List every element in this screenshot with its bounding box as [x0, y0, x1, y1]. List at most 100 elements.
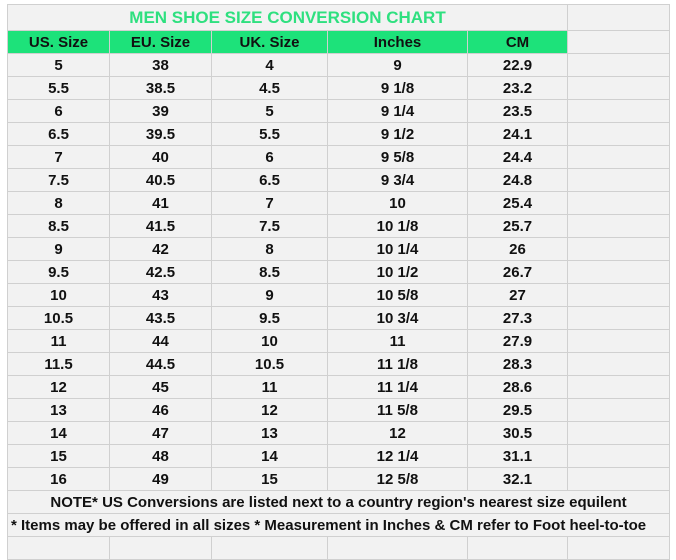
header-us-size[interactable]: US. Size	[7, 30, 110, 54]
cell-uk-size[interactable]: 9.5	[211, 306, 328, 330]
cell-us-size[interactable]: 8	[7, 191, 110, 215]
cell-eu-size[interactable]: 41.5	[109, 214, 212, 238]
empty-cell[interactable]	[567, 375, 670, 399]
cell-us-size[interactable]: 7	[7, 145, 110, 169]
cell-inches[interactable]: 9 1/8	[327, 76, 468, 100]
cell-inches[interactable]: 9 1/4	[327, 99, 468, 123]
cell-eu-size[interactable]: 39	[109, 99, 212, 123]
cell-uk-size[interactable]: 10	[211, 329, 328, 353]
cell-uk-size[interactable]: 6.5	[211, 168, 328, 192]
cell-uk-size[interactable]: 14	[211, 444, 328, 468]
cell-us-size[interactable]: 5.5	[7, 76, 110, 100]
empty-cell[interactable]	[567, 99, 670, 123]
cell-inches[interactable]: 11 1/4	[327, 375, 468, 399]
cell-uk-size[interactable]: 5.5	[211, 122, 328, 146]
cell-eu-size[interactable]: 38.5	[109, 76, 212, 100]
empty-cell[interactable]	[567, 30, 670, 54]
cell-inches[interactable]: 9	[327, 53, 468, 77]
header-uk-size[interactable]: UK. Size	[211, 30, 328, 54]
cell-uk-size[interactable]: 4	[211, 53, 328, 77]
cell-inches[interactable]: 9 1/2	[327, 122, 468, 146]
cell-eu-size[interactable]: 47	[109, 421, 212, 445]
cell-uk-size[interactable]: 8	[211, 237, 328, 261]
cell-cm[interactable]: 28.3	[467, 352, 568, 376]
empty-cell[interactable]	[567, 306, 670, 330]
cell-us-size[interactable]: 10	[7, 283, 110, 307]
cell-inches[interactable]: 12	[327, 421, 468, 445]
cell-us-size[interactable]: 5	[7, 53, 110, 77]
empty-cell[interactable]	[567, 237, 670, 261]
empty-cell[interactable]	[211, 536, 328, 560]
header-inches[interactable]: Inches	[327, 30, 468, 54]
cell-uk-size[interactable]: 5	[211, 99, 328, 123]
cell-eu-size[interactable]: 43	[109, 283, 212, 307]
cell-eu-size[interactable]: 49	[109, 467, 212, 491]
cell-eu-size[interactable]: 46	[109, 398, 212, 422]
empty-cell[interactable]	[7, 536, 110, 560]
empty-cell[interactable]	[567, 168, 670, 192]
empty-cell[interactable]	[567, 260, 670, 284]
cell-us-size[interactable]: 6.5	[7, 122, 110, 146]
cell-cm[interactable]: 29.5	[467, 398, 568, 422]
cell-us-size[interactable]: 8.5	[7, 214, 110, 238]
cell-us-size[interactable]: 6	[7, 99, 110, 123]
cell-inches[interactable]: 10 1/8	[327, 214, 468, 238]
cell-cm[interactable]: 27	[467, 283, 568, 307]
cell-cm[interactable]: 28.6	[467, 375, 568, 399]
cell-inches[interactable]: 10 1/4	[327, 237, 468, 261]
cell-inches[interactable]: 10 3/4	[327, 306, 468, 330]
cell-uk-size[interactable]: 15	[211, 467, 328, 491]
cell-inches[interactable]: 10 5/8	[327, 283, 468, 307]
empty-cell[interactable]	[567, 329, 670, 353]
cell-cm[interactable]: 23.2	[467, 76, 568, 100]
cell-uk-size[interactable]: 7	[211, 191, 328, 215]
cell-eu-size[interactable]: 40.5	[109, 168, 212, 192]
cell-uk-size[interactable]: 11	[211, 375, 328, 399]
cell-uk-size[interactable]: 9	[211, 283, 328, 307]
cell-cm[interactable]: 32.1	[467, 467, 568, 491]
cell-us-size[interactable]: 7.5	[7, 168, 110, 192]
cell-uk-size[interactable]: 13	[211, 421, 328, 445]
empty-cell[interactable]	[567, 467, 670, 491]
cell-cm[interactable]: 26	[467, 237, 568, 261]
cell-inches[interactable]: 11 1/8	[327, 352, 468, 376]
cell-cm[interactable]: 24.8	[467, 168, 568, 192]
cell-us-size[interactable]: 12	[7, 375, 110, 399]
cell-uk-size[interactable]: 8.5	[211, 260, 328, 284]
chart-title[interactable]: MEN SHOE SIZE CONVERSION CHART	[7, 4, 568, 31]
cell-cm[interactable]: 27.9	[467, 329, 568, 353]
cell-us-size[interactable]: 9.5	[7, 260, 110, 284]
cell-eu-size[interactable]: 40	[109, 145, 212, 169]
header-cm[interactable]: CM	[467, 30, 568, 54]
cell-inches[interactable]: 12 5/8	[327, 467, 468, 491]
cell-inches[interactable]: 11 5/8	[327, 398, 468, 422]
cell-cm[interactable]: 26.7	[467, 260, 568, 284]
empty-cell[interactable]	[567, 444, 670, 468]
cell-eu-size[interactable]: 42.5	[109, 260, 212, 284]
empty-cell[interactable]	[467, 536, 568, 560]
cell-cm[interactable]: 23.5	[467, 99, 568, 123]
cell-us-size[interactable]: 15	[7, 444, 110, 468]
cell-cm[interactable]: 24.4	[467, 145, 568, 169]
cell-uk-size[interactable]: 7.5	[211, 214, 328, 238]
empty-cell[interactable]	[567, 421, 670, 445]
empty-cell[interactable]	[567, 536, 670, 560]
cell-eu-size[interactable]: 38	[109, 53, 212, 77]
cell-inches[interactable]: 9 5/8	[327, 145, 468, 169]
cell-inches[interactable]: 11	[327, 329, 468, 353]
empty-cell[interactable]	[567, 214, 670, 238]
empty-cell[interactable]	[567, 76, 670, 100]
empty-cell[interactable]	[567, 352, 670, 376]
cell-eu-size[interactable]: 44.5	[109, 352, 212, 376]
disclaimer-text[interactable]: * Items may be offered in all sizes * Me…	[7, 513, 670, 537]
cell-uk-size[interactable]: 4.5	[211, 76, 328, 100]
cell-cm[interactable]: 22.9	[467, 53, 568, 77]
header-eu-size[interactable]: EU. Size	[109, 30, 212, 54]
cell-eu-size[interactable]: 39.5	[109, 122, 212, 146]
cell-us-size[interactable]: 16	[7, 467, 110, 491]
cell-inches[interactable]: 10	[327, 191, 468, 215]
cell-us-size[interactable]: 11	[7, 329, 110, 353]
empty-cell[interactable]	[567, 53, 670, 77]
cell-inches[interactable]: 10 1/2	[327, 260, 468, 284]
empty-cell[interactable]	[109, 536, 212, 560]
